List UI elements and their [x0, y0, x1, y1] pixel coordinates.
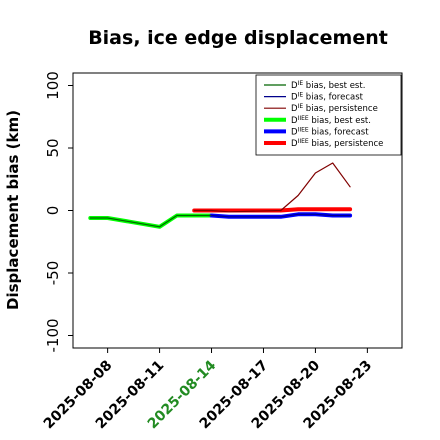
series-line-2 [210, 213, 351, 218]
chart-title: Bias, ice edge displacement [88, 27, 388, 49]
series-line-3 [193, 162, 351, 213]
x-axis: 2025-08-082025-08-112025-08-142025-08-17… [41, 348, 375, 432]
legend-entry: DIIEE bias, best est. [291, 115, 371, 126]
y-axis-label: Displacement bias (km) [4, 110, 22, 310]
legend-entry: DIE bias, persistence [291, 103, 378, 114]
legend-entry: DIE bias, forecast [291, 92, 364, 103]
series-line-1 [89, 214, 213, 228]
y-tick-label: 100 [44, 71, 62, 100]
y-tick-label: -50 [44, 261, 62, 286]
legend: DIE bias, best est.DIE bias, forecastDIE… [255, 74, 402, 156]
series-layer [88, 162, 353, 229]
legend-entry: DIIEE bias, forecast [291, 126, 369, 137]
y-axis: -100 -50 0 50 100 [44, 71, 73, 353]
y-tick-label: -100 [44, 318, 62, 352]
y-tick-label: 0 [44, 206, 62, 216]
legend-entry: DIE bias, best est. [291, 80, 365, 91]
y-tick-label: 50 [44, 138, 62, 157]
legend-entry: DIIEE bias, persistence [291, 138, 383, 149]
